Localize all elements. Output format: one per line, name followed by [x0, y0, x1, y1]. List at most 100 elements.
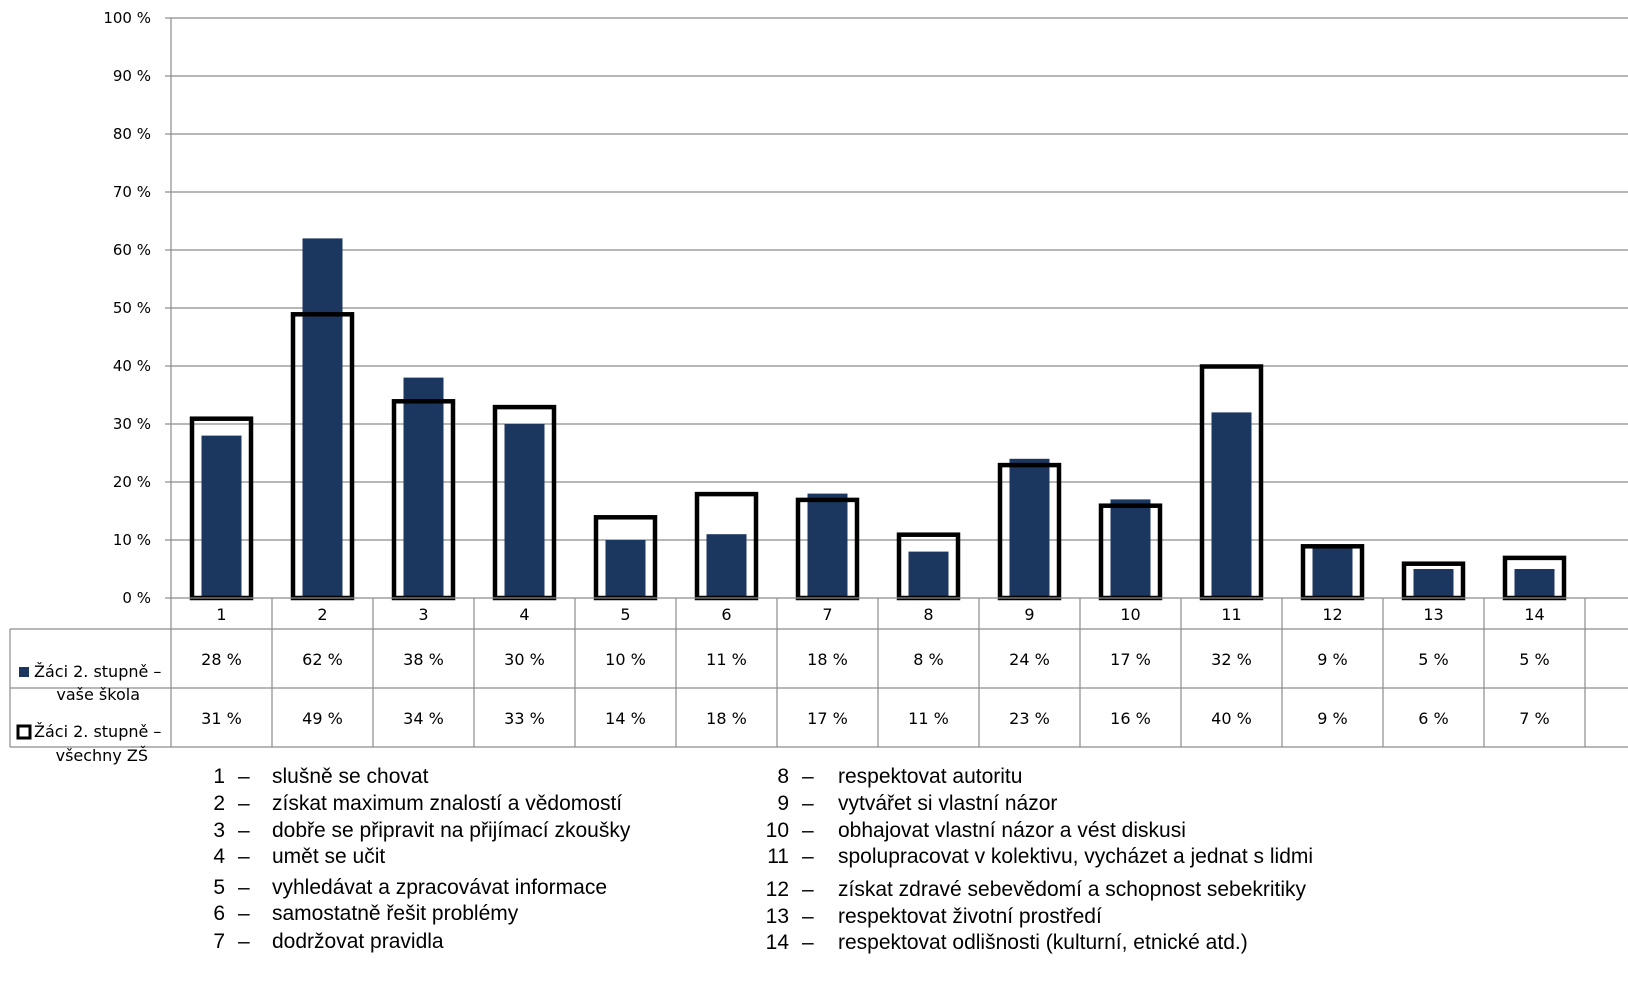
- table-cell-vsechny-zs: 7 %: [1519, 709, 1549, 728]
- axes: [170, 18, 1628, 747]
- table-cell-vsechny-zs: 23 %: [1009, 709, 1050, 728]
- category-legend-dash: –: [802, 765, 814, 788]
- category-legend-dash: –: [238, 819, 250, 842]
- bar-vase-skola: [605, 540, 646, 598]
- x-tick-label: 7: [822, 605, 832, 624]
- table-cell-vsechny-zs: 11 %: [908, 709, 949, 728]
- series-legend: Žáci 2. stupně – vaše škola Žáci 2. stup…: [16, 662, 161, 765]
- category-legend-text: dodržovat pravidla: [272, 930, 444, 953]
- table-cell-vase-skola: 11 %: [706, 650, 747, 669]
- x-tick-label: 4: [519, 605, 529, 624]
- category-legend-text: dobře se připravit na přijímací zkoušky: [272, 819, 631, 842]
- table-cell-vase-skola: 5 %: [1519, 650, 1549, 669]
- y-tick-label: 30 %: [113, 415, 151, 433]
- table-cell-vase-skola: 18 %: [807, 650, 848, 669]
- category-legend-dash: –: [802, 792, 814, 815]
- x-tick-label: 14: [1524, 605, 1544, 624]
- bar-vase-skola: [1211, 412, 1252, 598]
- table-cell-vsechny-zs: 49 %: [302, 709, 343, 728]
- category-legend-dash: –: [238, 845, 250, 868]
- category-legend-dash: –: [802, 931, 814, 954]
- x-tick-label: 2: [317, 605, 327, 624]
- bar-vase-skola: [1413, 569, 1454, 598]
- bar-vase-skola: [1312, 545, 1353, 598]
- category-legend-number: 2: [213, 792, 225, 815]
- category-legend-number: 10: [765, 819, 789, 842]
- x-tick-label: 13: [1423, 605, 1443, 624]
- category-legend-dash: –: [802, 845, 814, 868]
- bar-vase-skola: [1009, 458, 1050, 598]
- table-cell-vsechny-zs: 18 %: [706, 709, 747, 728]
- category-legend-number: 9: [777, 792, 789, 815]
- bar-vase-skola: [1514, 569, 1555, 598]
- table-cell-vase-skola: 38 %: [403, 650, 444, 669]
- bar-vase-skola: [302, 238, 343, 598]
- y-tick-label: 70 %: [113, 183, 151, 201]
- table-cell-vsechny-zs: 14 %: [605, 709, 646, 728]
- gridlines: [165, 17, 1628, 599]
- bar-vase-skola: [201, 435, 242, 598]
- legend-label-vsechny-zs-line2: všechny ZŠ: [56, 746, 148, 765]
- y-tick-label: 10 %: [113, 531, 151, 549]
- x-tick-label: 8: [923, 605, 933, 624]
- bar-vase-skola: [403, 377, 444, 598]
- category-legend-text: respektovat autoritu: [838, 765, 1023, 788]
- category-legend-text: respektovat odlišnosti (kulturní, etnick…: [838, 931, 1248, 954]
- x-tick-label: 6: [721, 605, 731, 624]
- category-legend-text: obhajovat vlastní názor a vést diskusi: [838, 819, 1186, 842]
- table-cell-vase-skola: 8 %: [913, 650, 943, 669]
- x-tick-label: 5: [620, 605, 630, 624]
- category-legend-number: 1: [213, 765, 225, 788]
- table-cell-vsechny-zs: 34 %: [403, 709, 444, 728]
- y-tick-label: 80 %: [113, 125, 151, 143]
- bar-vase-skola: [807, 493, 848, 598]
- bar-vase-skola: [908, 551, 949, 598]
- table-cell-vase-skola: 30 %: [504, 650, 545, 669]
- series-vase-skola-bars: [201, 238, 1555, 598]
- legend-label-vsechny-zs-line1: Žáci 2. stupně –: [34, 722, 161, 741]
- series-vsechny-zs-bars: [189, 312, 1567, 601]
- table-cell-vsechny-zs: 33 %: [504, 709, 545, 728]
- table-cell-vase-skola: 17 %: [1110, 650, 1151, 669]
- table-cell-vase-skola: 10 %: [605, 650, 646, 669]
- category-legend-dash: –: [802, 905, 814, 928]
- y-axis-tick-labels: 0 % 10 % 20 % 30 % 40 % 50 % 60 % 70 % 80 % 90 % 1…: [103, 9, 151, 607]
- category-legend-text: samostatně řešit problémy: [272, 902, 519, 925]
- category-legend-number: 12: [765, 878, 789, 901]
- legend-swatch-vase-skola: [19, 667, 29, 677]
- category-legend-dash: –: [238, 902, 250, 925]
- category-legend-dash: –: [238, 930, 250, 953]
- category-legend-text: respektovat životní prostředí: [838, 905, 1102, 928]
- category-legend-dash: –: [802, 878, 814, 901]
- category-legend-text: umět se učit: [272, 845, 386, 868]
- category-legend-number: 7: [213, 930, 225, 953]
- category-legend-number: 6: [213, 902, 225, 925]
- category-legend-number: 4: [213, 845, 225, 868]
- table-cell-vase-skola: 62 %: [302, 650, 343, 669]
- y-tick-label: 60 %: [113, 241, 151, 259]
- x-tick-label: 9: [1024, 605, 1034, 624]
- table-cell-vase-skola: 5 %: [1418, 650, 1448, 669]
- x-tick-label: 1: [216, 605, 226, 624]
- table-cell-vsechny-zs: 16 %: [1110, 709, 1151, 728]
- category-legend-number: 5: [213, 876, 225, 899]
- legend-swatch-vsechny-zs: [16, 724, 32, 740]
- x-tick-label: 12: [1322, 605, 1342, 624]
- category-legend-text: slušně se chovat: [272, 765, 429, 788]
- table-cell-vase-skola: 32 %: [1211, 650, 1252, 669]
- table-cell-vase-skola: 9 %: [1317, 650, 1347, 669]
- category-legend-number: 11: [767, 845, 789, 868]
- category-legend-text: vytvářet si vlastní názor: [838, 792, 1058, 815]
- y-tick-label: 20 %: [113, 473, 151, 491]
- y-tick-label: 0 %: [122, 589, 151, 607]
- y-tick-label: 90 %: [113, 67, 151, 85]
- y-tick-label: 40 %: [113, 357, 151, 375]
- category-legend-number: 8: [777, 765, 789, 788]
- table-cell-vsechny-zs: 31 %: [201, 709, 242, 728]
- table-cell-vsechny-zs: 40 %: [1211, 709, 1252, 728]
- category-legend-text: získat zdravé sebevědomí a schopnost seb…: [838, 878, 1307, 901]
- table-cell-vase-skola: 28 %: [201, 650, 242, 669]
- x-tick-label: 10: [1120, 605, 1140, 624]
- legend-label-vase-skola-line1: Žáci 2. stupně –: [34, 662, 161, 681]
- category-legend-text: vyhledávat a zpracovávat informace: [272, 876, 608, 899]
